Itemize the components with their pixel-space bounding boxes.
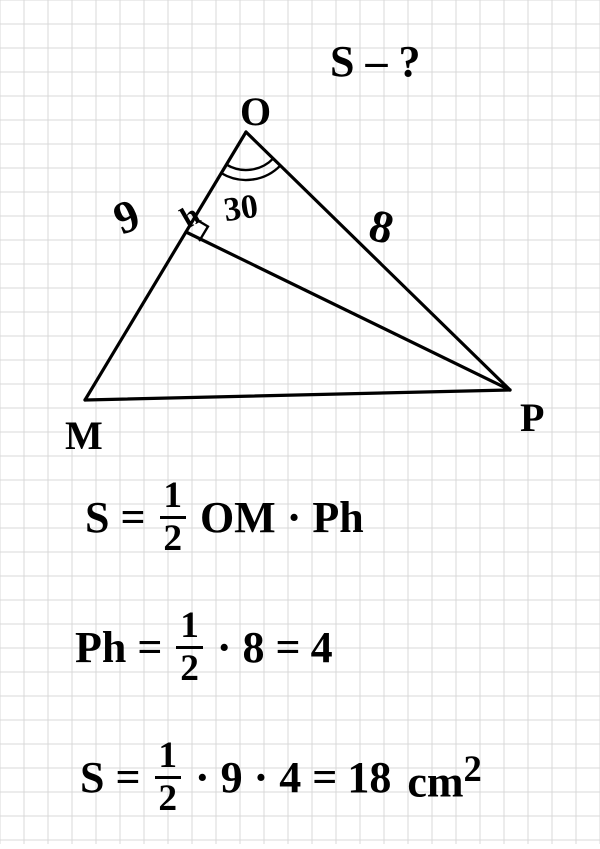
question-text: S – ? bbox=[330, 36, 420, 87]
eq2-res: 4 bbox=[311, 622, 333, 673]
equation-ph: Ph = 1 2 · 8 = 4 bbox=[75, 610, 333, 685]
eq3-mid: · 9 · 4 = bbox=[195, 752, 337, 803]
fraction-half-icon: 1 2 bbox=[160, 480, 186, 555]
vertex-label-p: P bbox=[520, 394, 544, 441]
vertex-label-o: O bbox=[240, 88, 271, 135]
vertex-label-m: M bbox=[65, 412, 103, 459]
eq1-rhs: OM · Ph bbox=[200, 492, 364, 543]
eq2-lhs: Ph = bbox=[75, 622, 162, 673]
worksheet: S – ? O M P 9 8 30 h S = 1 2 OM · Ph Ph … bbox=[0, 0, 600, 844]
equation-area-result: S = 1 2 · 9 · 4 = 18 cm2 bbox=[80, 740, 482, 815]
eq2-mid: · 8 = bbox=[217, 622, 301, 673]
eq3-lhs: S = bbox=[80, 752, 141, 803]
angle-o-label: 30 bbox=[222, 188, 261, 230]
eq3-res: 18 bbox=[347, 752, 391, 803]
eq3-unit: cm2 bbox=[407, 747, 482, 808]
equation-area-formula: S = 1 2 OM · Ph bbox=[85, 480, 364, 555]
eq1-lhs: S = bbox=[85, 492, 146, 543]
fraction-half-icon: 1 2 bbox=[155, 740, 181, 815]
fraction-half-icon: 1 2 bbox=[176, 610, 202, 685]
